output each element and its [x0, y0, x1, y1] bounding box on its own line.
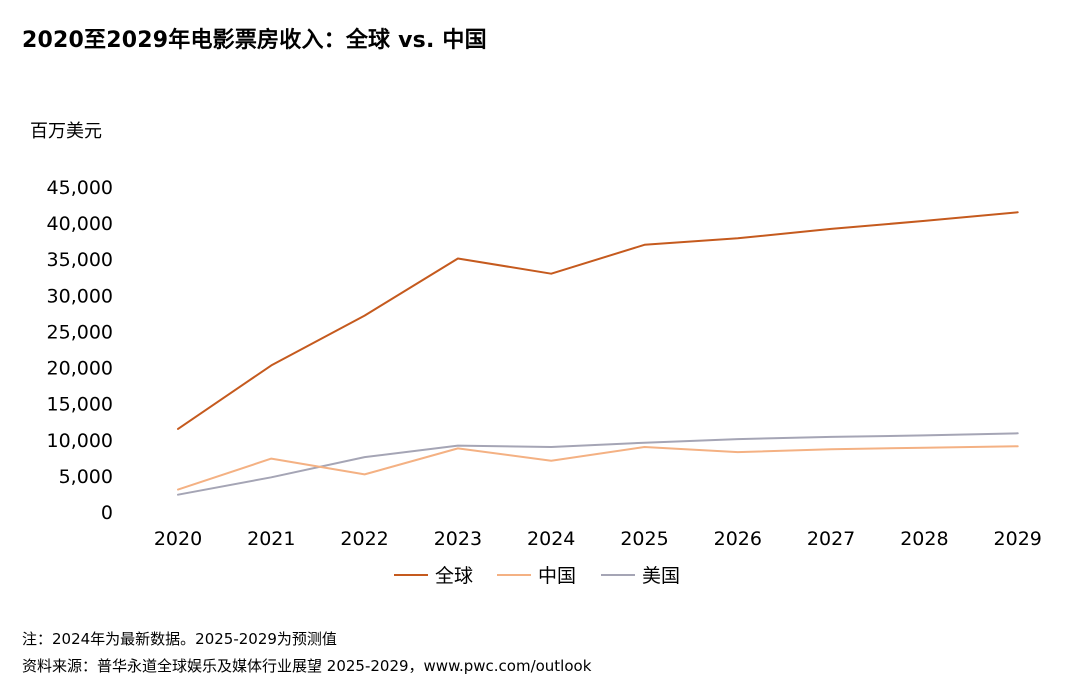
y-axis-label: 百万美元: [30, 121, 102, 142]
legend-label: 中国: [538, 565, 576, 587]
series-lines: [177, 211, 1019, 496]
y-tick-label: 15,000: [47, 394, 113, 416]
y-tick-label: 25,000: [47, 321, 113, 343]
series-line: [177, 211, 1019, 430]
y-tick-label: 35,000: [47, 249, 113, 271]
y-tick-label: 40,000: [47, 213, 113, 235]
x-tick-label: 2021: [247, 528, 295, 550]
x-tick-label: 2029: [994, 528, 1042, 550]
legend-label: 美国: [642, 565, 680, 587]
footnote: 注：2024年为最新数据。2025-2029为预测值: [22, 630, 337, 648]
x-axis-ticks: 2020 2021 2022 2023 2024 2025 2026 2027 2028 2029: [154, 528, 1042, 550]
y-tick-label: 45,000: [47, 177, 113, 199]
x-tick-label: 2022: [340, 528, 388, 550]
x-tick-label: 2025: [620, 528, 668, 550]
x-tick-label: 2020: [154, 528, 202, 550]
x-tick-label: 2027: [807, 528, 855, 550]
legend-label: 全球: [435, 565, 473, 587]
y-tick-label: 30,000: [47, 285, 113, 307]
y-tick-label: 5,000: [59, 466, 113, 488]
y-tick-label: 0: [101, 502, 113, 524]
y-tick-label: 20,000: [47, 358, 113, 380]
chart-title: 2020至2029年电影票房收入：全球 vs. 中国: [22, 28, 487, 53]
x-tick-label: 2023: [434, 528, 482, 550]
series-line: [177, 445, 1019, 491]
y-axis-ticks: 0 5,000 10,000 15,000 20,000 25,000 30,000 35,0…: [47, 177, 113, 524]
x-tick-label: 2026: [714, 528, 762, 550]
y-tick-label: 10,000: [47, 430, 113, 452]
legend: 全球 中国 美国: [394, 565, 680, 587]
source-note: 资料来源：普华永道全球娱乐及媒体行业展望 2025-2029，www.pwc.c…: [22, 657, 592, 675]
x-tick-label: 2024: [527, 528, 575, 550]
x-tick-label: 2028: [900, 528, 948, 550]
